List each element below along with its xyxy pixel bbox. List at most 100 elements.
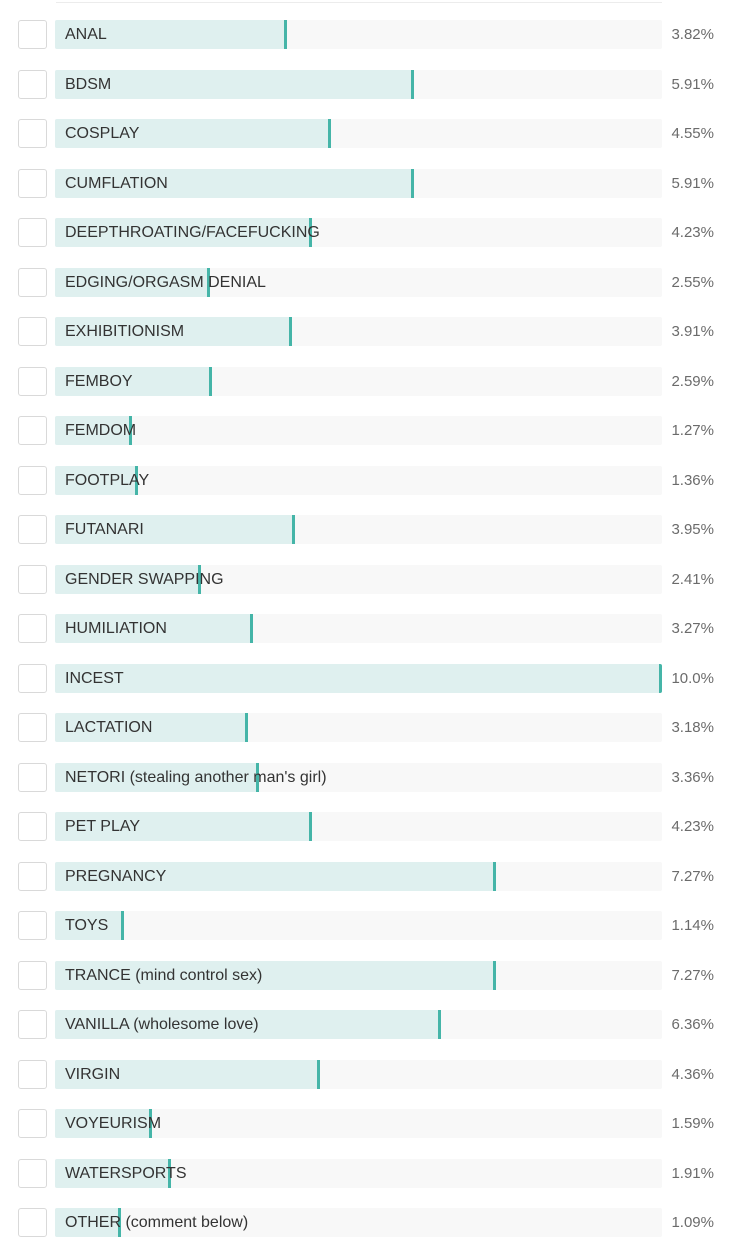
poll-option-row[interactable]: DEEPTHROATING/FACEFUCKING 4.23% <box>0 218 740 268</box>
poll-option-checkbox[interactable] <box>18 960 47 990</box>
poll-option-row[interactable]: FUTANARI 3.95% <box>0 515 740 565</box>
poll-option-row[interactable]: PREGNANCY 7.27% <box>0 861 740 912</box>
poll-option-checkbox[interactable] <box>18 861 47 891</box>
poll-option-checkbox[interactable] <box>18 1158 47 1188</box>
poll-option-row[interactable]: EDGING/ORGASM DENIAL 2.55% <box>0 267 740 318</box>
poll-option-row[interactable]: FOOTPLAY 1.36% <box>0 465 740 516</box>
poll-option-label: GENDER SWAPPING <box>65 570 224 588</box>
poll-result-bar-fill <box>55 713 248 742</box>
poll-option-checkbox[interactable] <box>18 1109 47 1138</box>
poll-option-checkbox[interactable] <box>18 267 47 297</box>
poll-option-percent: 3.27% <box>671 620 714 637</box>
poll-option-label: LACTATION <box>65 719 153 736</box>
poll-options-list: ANAL 3.82% BDSM 5.91% COSPLAY 4.55% CUMFLATION… <box>0 20 740 1253</box>
poll-result-bar-fill <box>55 1208 121 1237</box>
poll-result-bar-track <box>55 317 662 346</box>
poll-option-checkbox[interactable] <box>18 119 47 148</box>
poll-option-percent: 3.18% <box>671 719 714 736</box>
poll-option-checkbox[interactable] <box>18 168 47 198</box>
poll-result-bar-track <box>55 1010 662 1039</box>
poll-option-percent: 4.23% <box>671 818 714 835</box>
poll-result-bar-fill <box>55 168 414 198</box>
poll-option-row[interactable]: BDSM 5.91% <box>0 69 740 120</box>
poll-option-checkbox[interactable] <box>18 1010 47 1039</box>
poll-option-row[interactable]: VOYEURISM 1.59% <box>0 1109 740 1159</box>
poll-result-bar-track <box>55 119 662 148</box>
poll-option-checkbox[interactable] <box>18 663 47 693</box>
poll-result-bar-fill <box>55 1109 152 1138</box>
poll-result-bar-track <box>55 416 662 445</box>
poll-option-checkbox[interactable] <box>18 812 47 841</box>
poll-option-label: FUTANARI <box>65 521 144 538</box>
poll-result-bar-track <box>55 465 662 495</box>
poll-option-percent: 3.36% <box>671 768 714 786</box>
poll-option-checkbox[interactable] <box>18 1059 47 1089</box>
poll-option-checkbox[interactable] <box>18 762 47 792</box>
poll-option-row[interactable]: TRANCE (mind control sex) 7.27% <box>0 960 740 1011</box>
poll-result-bar-fill <box>55 1010 441 1039</box>
poll-option-row[interactable]: LACTATION 3.18% <box>0 713 740 763</box>
poll-option-percent: 5.91% <box>671 174 714 192</box>
poll-option-percent: 7.27% <box>671 867 714 885</box>
poll-result-bar-fill <box>55 911 124 940</box>
poll-option-percent: 1.09% <box>671 1214 714 1231</box>
poll-option-checkbox[interactable] <box>18 416 47 445</box>
poll-result-bar-track <box>55 960 662 990</box>
poll-option-percent: 10.0% <box>671 669 714 687</box>
poll-option-checkbox[interactable] <box>18 713 47 742</box>
poll-option-checkbox[interactable] <box>18 911 47 940</box>
poll-option-row[interactable]: COSPLAY 4.55% <box>0 119 740 169</box>
poll-option-row[interactable]: WATERSPORTS 1.91% <box>0 1158 740 1209</box>
poll-result-bar-track <box>55 564 662 594</box>
poll-option-row[interactable]: VIRGIN 4.36% <box>0 1059 740 1110</box>
poll-option-percent: 5.91% <box>671 75 714 93</box>
poll-result-bar-fill <box>55 1158 171 1188</box>
poll-result-bar-track <box>55 1059 662 1089</box>
poll-option-label: TOYS <box>65 917 109 934</box>
poll-option-row[interactable]: FEMBOY 2.59% <box>0 366 740 417</box>
poll-result-bar-fill <box>55 564 201 594</box>
poll-option-row[interactable]: TOYS 1.14% <box>0 911 740 961</box>
poll-option-label: ANAL <box>65 26 107 43</box>
poll-option-row[interactable]: INCEST 10.0% <box>0 663 740 714</box>
poll-result-bar-fill <box>55 762 259 792</box>
poll-option-row[interactable]: GENDER SWAPPING 2.41% <box>0 564 740 615</box>
poll-option-row[interactable]: NETORI (stealing another man's girl) 3.36… <box>0 762 740 813</box>
poll-result-bar-fill <box>55 812 312 841</box>
poll-option-checkbox[interactable] <box>18 69 47 99</box>
poll-option-checkbox[interactable] <box>18 465 47 495</box>
poll-option-label: FEMBOY <box>65 372 133 390</box>
poll-result-bar-track <box>55 1109 662 1138</box>
poll-option-percent: 1.91% <box>671 1164 714 1182</box>
poll-result-bar-fill <box>55 1059 320 1089</box>
poll-option-row[interactable]: EXHIBITIONISM 3.91% <box>0 317 740 367</box>
poll-option-row[interactable]: CUMFLATION 5.91% <box>0 168 740 219</box>
poll-option-row[interactable]: VANILLA (wholesome love) 6.36% <box>0 1010 740 1060</box>
poll-result-bar-track <box>55 663 662 693</box>
poll-result-bar-fill <box>55 861 496 891</box>
poll-result-bar-fill <box>55 465 138 495</box>
poll-result-bar-fill <box>55 69 414 99</box>
poll-option-checkbox[interactable] <box>18 515 47 544</box>
poll-option-label: BDSM <box>65 75 112 93</box>
poll-option-label: VANILLA (wholesome love) <box>65 1016 259 1033</box>
poll-option-row[interactable]: OTHER (comment below) 1.09% <box>0 1208 740 1253</box>
top-divider <box>56 2 662 3</box>
poll-option-row[interactable]: PET PLAY 4.23% <box>0 812 740 862</box>
poll-option-percent: 4.36% <box>671 1065 714 1083</box>
poll-option-percent: 3.82% <box>671 26 714 43</box>
poll-option-checkbox[interactable] <box>18 20 47 49</box>
poll-option-checkbox[interactable] <box>18 1208 47 1237</box>
poll-result-bar-track <box>55 20 662 49</box>
poll-option-row[interactable]: FEMDOM 1.27% <box>0 416 740 466</box>
poll-option-label: HUMILIATION <box>65 620 167 637</box>
poll-option-checkbox[interactable] <box>18 366 47 396</box>
poll-option-checkbox[interactable] <box>18 614 47 643</box>
poll-option-row[interactable]: ANAL 3.82% <box>0 20 740 70</box>
poll-option-checkbox[interactable] <box>18 317 47 346</box>
poll-option-percent: 2.41% <box>671 570 714 588</box>
poll-option-checkbox[interactable] <box>18 564 47 594</box>
poll-option-checkbox[interactable] <box>18 218 47 247</box>
poll-option-row[interactable]: HUMILIATION 3.27% <box>0 614 740 664</box>
poll-result-bar-fill <box>55 20 287 49</box>
